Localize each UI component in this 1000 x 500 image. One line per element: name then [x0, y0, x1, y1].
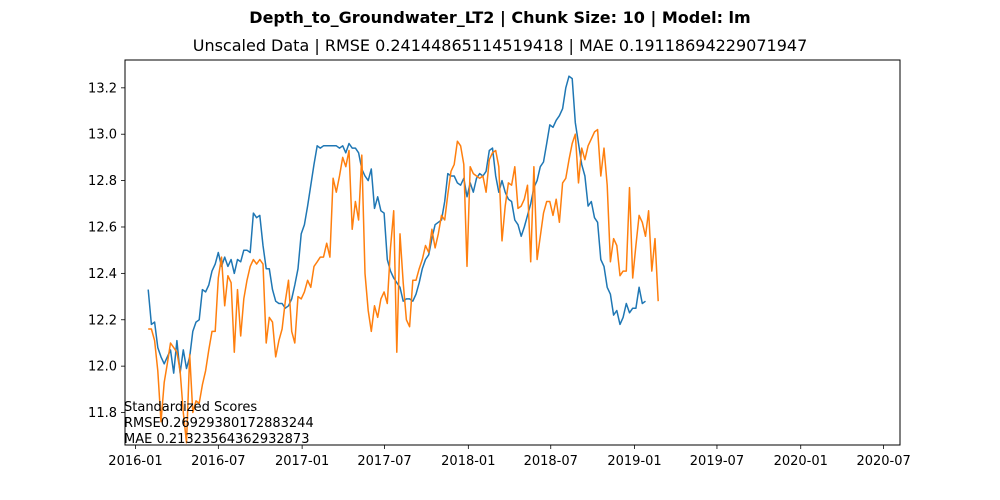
x-tick-label: 2020-07: [856, 454, 910, 469]
x-tick-label: 2019-01: [607, 454, 661, 469]
annotation-mae: MAE 0.21323564362932873: [124, 432, 310, 447]
x-tick-label: 2020-01: [774, 454, 828, 469]
chart-title: Depth_to_Groundwater_LT2 | Chunk Size: 1…: [249, 8, 751, 27]
plot-frame: [124, 59, 901, 446]
x-tick-label: 2018-01: [441, 454, 495, 469]
x-tick-label: 2017-01: [275, 454, 329, 469]
annotation-heading: Standardized Scores: [124, 400, 258, 415]
x-tick-label: 2016-07: [191, 454, 245, 469]
y-tick-label: 12.8: [88, 174, 117, 189]
series-line-predicted: [148, 128, 659, 444]
series-line-actual: [147, 75, 646, 374]
chart-subtitle: Unscaled Data | RMSE 0.24144865114519418…: [192, 36, 808, 55]
x-tick-label: 2018-07: [524, 454, 578, 469]
y-tick-label: 12.0: [88, 360, 117, 375]
annotation-rmse: RMSE0.26929380172883244: [124, 416, 314, 431]
x-tick-label: 2017-07: [357, 454, 411, 469]
y-tick-label: 13.0: [88, 128, 117, 143]
y-tick-label: 13.2: [88, 81, 117, 96]
y-tick-label: 12.2: [88, 313, 117, 328]
x-tick-label: 2016-01: [108, 454, 162, 469]
axis-layer: 2016-01 2016-07 2017-01 2017-07 2018-01 2018-…: [88, 81, 911, 469]
y-tick-label: 12.6: [88, 220, 117, 235]
y-tick-label: 12.4: [88, 267, 117, 282]
series-layer: [147, 75, 659, 444]
y-tick-label: 11.8: [88, 406, 117, 421]
x-tick-label: 2019-07: [690, 454, 744, 469]
